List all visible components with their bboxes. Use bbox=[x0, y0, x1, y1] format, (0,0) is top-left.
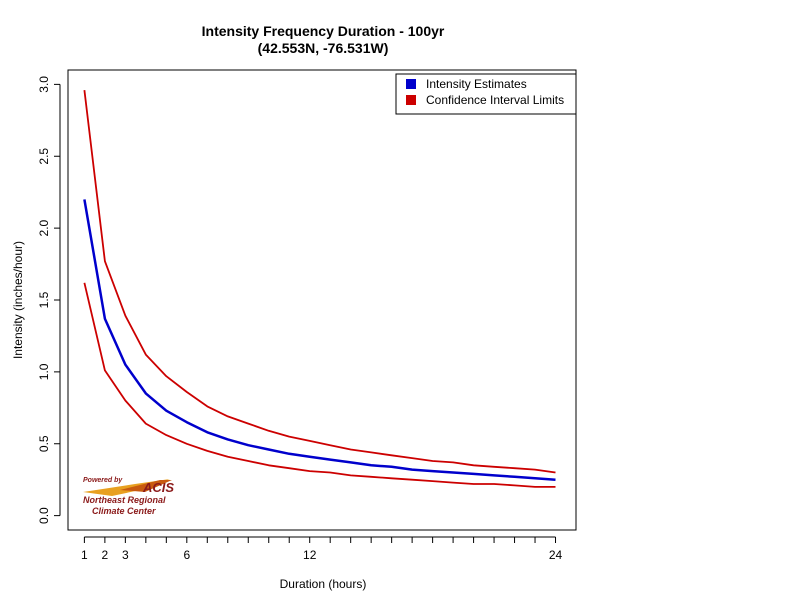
x-tick-label: 2 bbox=[102, 548, 109, 562]
x-tick-label: 3 bbox=[122, 548, 129, 562]
series-line-intensity-estimates bbox=[83, 199, 556, 481]
y-tick-label: 2.0 bbox=[37, 219, 51, 236]
y-tick-label: 3.0 bbox=[37, 76, 51, 93]
y-tick-label: 0.0 bbox=[37, 507, 51, 524]
legend: Intensity Estimates Confidence Interval … bbox=[395, 73, 577, 115]
y-tick-label: 1.0 bbox=[37, 363, 51, 380]
x-tick-label: 12 bbox=[303, 548, 317, 562]
series-layer bbox=[83, 89, 556, 488]
plot-area bbox=[67, 69, 577, 531]
logo-swoosh-accent-icon bbox=[120, 480, 172, 492]
logo-org-line1: Northeast Regional bbox=[83, 495, 166, 505]
legend-label-confidence: Confidence Interval Limits bbox=[426, 93, 564, 107]
chart-title: Intensity Frequency Duration - 100yr bbox=[202, 23, 445, 39]
y-axis-label: Intensity (inches/hour) bbox=[11, 241, 25, 359]
logo-acis: ACIS bbox=[142, 480, 174, 495]
legend-box bbox=[395, 73, 577, 115]
y-tick-label: 0.5 bbox=[37, 435, 51, 452]
x-axis: 1 2 3 6 12 24 bbox=[81, 536, 563, 562]
x-tick-label: 24 bbox=[549, 548, 563, 562]
chart-subtitle: (42.553N, -76.531W) bbox=[258, 40, 389, 56]
legend-swatch-confidence bbox=[406, 95, 416, 105]
x-tick-label: 1 bbox=[81, 548, 88, 562]
legend-swatch-estimates bbox=[406, 79, 416, 89]
y-tick-label: 1.5 bbox=[37, 291, 51, 308]
series-line-confidence-lower bbox=[83, 282, 556, 488]
y-axis: 0.0 0.5 1.0 1.5 2.0 2.5 3.0 bbox=[37, 76, 61, 524]
x-tick-label: 6 bbox=[183, 548, 190, 562]
y-tick-label: 2.5 bbox=[37, 148, 51, 165]
logo-powered-by: Powered by bbox=[83, 477, 123, 484]
x-axis-label: Duration (hours) bbox=[280, 577, 367, 591]
logo-org-line2: Climate Center bbox=[92, 506, 156, 516]
acis-logo: Powered by ACIS Northeast Regional Clima… bbox=[83, 477, 174, 516]
series-line-confidence-upper bbox=[83, 89, 556, 474]
legend-label-estimates: Intensity Estimates bbox=[426, 77, 527, 91]
